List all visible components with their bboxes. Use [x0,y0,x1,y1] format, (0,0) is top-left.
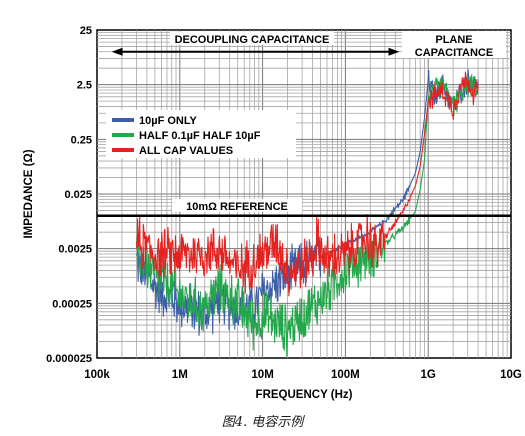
x-tick-labels: 100k 1M 10M 100M 1G 10G [84,369,522,381]
y-tick-label: 0.000025 [46,353,92,365]
decoupling-arrow-left-head [111,47,123,56]
x-tick-label: 1G [421,369,436,381]
legend-background [106,110,296,158]
x-tick-label: 100k [84,369,110,381]
y-tick-labels: 0.000025 0.00025 0.0025 0.025 0.25 2.5 25 [46,25,92,365]
plane-label-background [402,31,506,58]
y-tick-label: 0.0025 [58,244,92,256]
reference-label-background [172,198,302,212]
y-tick-label: 0.025 [64,189,92,201]
x-tick-label: 1M [172,369,188,381]
legend-label: 10µF ONLY [139,115,198,127]
x-axis-label: FREQUENCY (Hz) [256,389,353,401]
decoupling-label-background [170,31,334,45]
series-layer [135,69,479,357]
legend-label: ALL CAP VALUES [139,145,233,157]
plane-label-line2: CAPACITANCE [415,47,493,59]
series-line [135,73,479,357]
series-line [135,71,479,297]
y-tick-label: 0.00025 [52,298,92,310]
annotation-layer: 10mΩ REFERENCE DECOUPLING CAPACITANCE PL… [97,31,511,218]
x-tick-label: 10G [500,369,522,381]
y-tick-label: 25 [80,25,92,37]
x-tick-label: 100M [331,369,360,381]
legend: 10µF ONLY HALF 0.1µF HALF 10µF ALL CAP VAL… [106,110,296,158]
decoupling-arrow-right-head [388,47,400,56]
decoupling-arrow [111,47,400,56]
x-tick-label: 10M [251,369,273,381]
plane-label-line1: PLANE [435,34,472,46]
y-axis-label: IMPEDANCE (Ω) [23,149,35,238]
decoupling-label: DECOUPLING CAPACITANCE [175,34,330,46]
figure-caption: 图4. 电容示例 [221,415,304,430]
y-tick-label: 2.5 [77,80,92,92]
y-tick-label: 0.25 [71,134,92,146]
legend-label: HALF 0.1µF HALF 10µF [139,130,261,142]
impedance-chart: 10mΩ REFERENCE DECOUPLING CAPACITANCE PL… [23,25,522,401]
reference-label: 10mΩ REFERENCE [186,201,288,213]
